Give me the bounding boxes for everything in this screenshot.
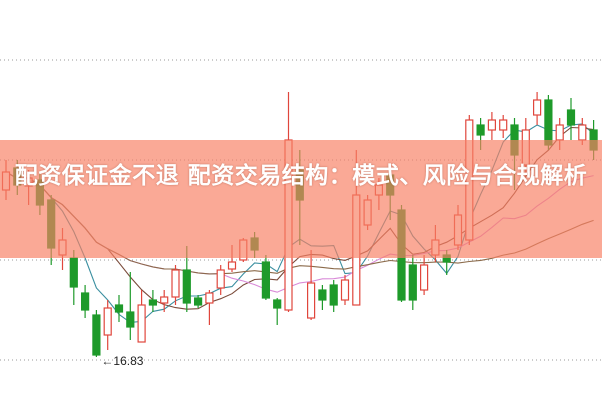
candle-up <box>499 119 508 131</box>
candle-down <box>114 304 124 313</box>
candle-up <box>555 124 564 141</box>
candle-down <box>544 99 553 146</box>
article-title: 配资保证金不退 配资交易结构：模式、风险与合规解析 <box>14 163 588 189</box>
candle-down <box>148 299 157 306</box>
candle-down <box>80 292 90 311</box>
candle-up <box>171 269 180 298</box>
candle-down <box>476 124 485 136</box>
candle-down <box>194 297 203 306</box>
candle-up <box>420 264 429 291</box>
candle-down <box>273 299 282 309</box>
candle-down <box>92 314 101 356</box>
low-price-label: ←16.83 <box>101 354 143 368</box>
candle-up <box>205 292 214 304</box>
candle-up <box>532 99 542 116</box>
candle-up <box>227 261 237 270</box>
candle-down <box>329 284 338 306</box>
title-banner <box>0 140 602 258</box>
candle-up <box>487 119 496 131</box>
candle-up <box>307 282 316 319</box>
candle-down <box>69 257 78 288</box>
candle-down <box>566 109 576 126</box>
candle-up <box>103 307 112 336</box>
candle-down <box>182 269 191 304</box>
candle-down <box>318 289 327 301</box>
candle-up <box>160 296 169 304</box>
candle-up <box>340 279 350 301</box>
candle-up <box>578 124 587 141</box>
candle-down <box>126 311 135 328</box>
candle-up <box>137 304 146 343</box>
candle-up <box>216 269 225 289</box>
candle-down <box>261 261 270 299</box>
candle-down <box>408 264 417 301</box>
